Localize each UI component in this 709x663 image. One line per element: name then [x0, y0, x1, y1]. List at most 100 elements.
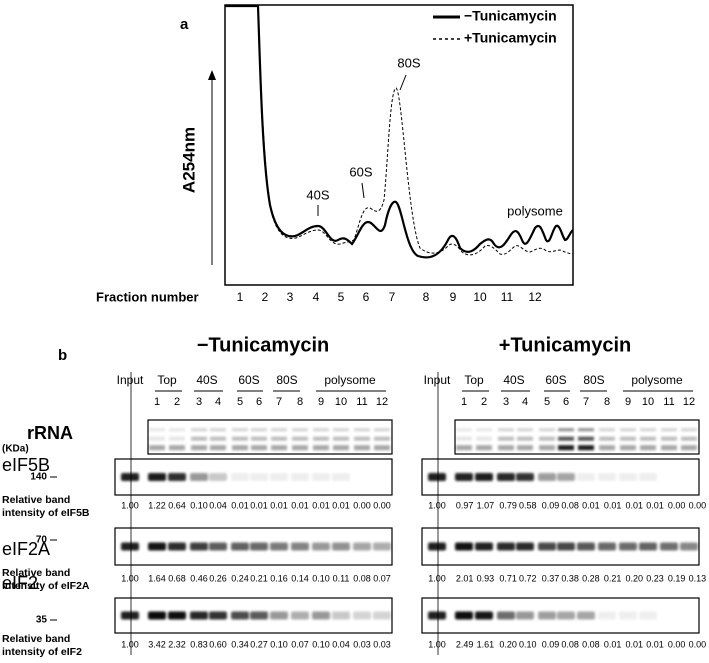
intensity-value: 0.08	[561, 500, 579, 510]
protein-band	[270, 542, 288, 551]
intensity-value: 0.00	[353, 500, 371, 510]
measure-label: Relative band	[2, 567, 70, 579]
fraction-number: 10	[642, 396, 654, 408]
intensity-value: 0.71	[499, 573, 517, 583]
blot-frame	[421, 527, 700, 566]
intensity-value: 0.28	[582, 573, 600, 583]
rrna-band	[498, 428, 514, 432]
rrna-band	[354, 428, 370, 432]
rrna-band	[620, 445, 636, 451]
protein-band	[455, 611, 473, 620]
protein-band	[209, 473, 227, 481]
intensity-value: 0.38	[561, 573, 579, 583]
legend-label: −Tunicamycin	[464, 8, 557, 24]
intensity-value: 0.10	[312, 573, 330, 583]
blot	[121, 542, 391, 551]
protein-band	[619, 542, 637, 551]
intensity-value: 0.01	[626, 639, 644, 649]
column-header: Input	[117, 373, 144, 387]
intensity-value: 1.00	[428, 639, 446, 649]
protein-band	[332, 473, 350, 481]
rrna-band	[517, 436, 533, 441]
condition-title: −Tunicamycin	[197, 334, 329, 356]
protein-band	[353, 611, 371, 620]
intensity-value: 0.01	[646, 639, 664, 649]
fraction-number: 4	[522, 396, 528, 408]
intensity-value: 0.58	[519, 500, 537, 510]
rrna-band	[498, 445, 514, 451]
row-label: eIF2A	[2, 539, 50, 559]
rrna-band	[333, 428, 349, 432]
column-header: Top	[464, 373, 484, 387]
intensity-value: 0.10	[270, 639, 288, 649]
peak-arrow	[399, 74, 407, 91]
rrna-band	[681, 428, 697, 432]
rrna-band	[232, 445, 248, 451]
rrna-band	[354, 436, 370, 441]
protein-band	[231, 611, 249, 620]
intensity-value: 0.00	[668, 500, 686, 510]
rrna-band	[599, 445, 615, 451]
rrna-band	[313, 428, 329, 432]
rrna-band	[292, 445, 308, 451]
protein-band	[121, 611, 139, 620]
blot-frame	[114, 458, 393, 496]
column-header: Top	[157, 373, 177, 387]
protein-band	[428, 611, 446, 620]
blot-frame	[454, 419, 700, 455]
protein-band	[332, 611, 350, 620]
intensity-value: 0.07	[373, 573, 391, 583]
intensity-value: 0.09	[542, 500, 560, 510]
protein-band	[231, 473, 249, 481]
intensity-value: 0.03	[373, 639, 391, 649]
blot	[428, 473, 657, 481]
intensity-value: 0.46	[190, 573, 208, 583]
protein-band	[577, 542, 595, 551]
fraction-number: 1	[461, 396, 467, 408]
intensity-value: 0.10	[190, 500, 208, 510]
protein-band	[497, 611, 515, 620]
protein-band	[455, 542, 473, 551]
intensity-value: 0.14	[291, 573, 309, 583]
measure-label: Relative band	[2, 633, 70, 645]
rrna-band	[169, 436, 185, 441]
intensity-value: 0.60	[209, 639, 227, 649]
fraction-number: 8	[297, 396, 303, 408]
rrna-band	[251, 436, 267, 441]
fraction-number: 7	[276, 396, 282, 408]
rrna-band	[599, 428, 615, 432]
fraction-number: 8	[604, 396, 610, 408]
column-header: 80S	[583, 373, 604, 387]
rrna-band	[333, 445, 349, 451]
rrna-band	[578, 445, 594, 451]
peak-label: 60S	[349, 164, 372, 179]
protein-band	[168, 542, 186, 551]
rrna-band	[374, 436, 390, 441]
blot-frame	[421, 458, 700, 496]
column-header: Input	[424, 373, 451, 387]
intensity-value: 0.83	[190, 639, 208, 649]
intensity-value: 0.20	[626, 573, 644, 583]
column-header: 60S	[238, 373, 259, 387]
protein-band	[639, 611, 657, 620]
protein-band	[577, 473, 595, 481]
intensity-value: 1.00	[428, 500, 446, 510]
protein-band	[121, 542, 139, 551]
protein-band	[312, 542, 330, 551]
protein-band	[190, 473, 208, 481]
fraction-number: 4	[215, 396, 221, 408]
protein-band	[619, 473, 637, 481]
protein-band	[639, 473, 657, 481]
protein-band	[538, 542, 556, 551]
blot-frame	[114, 527, 393, 566]
fraction-number: 11	[356, 396, 367, 408]
column-header: polysome	[631, 373, 683, 387]
blot-frame	[421, 597, 700, 634]
rrna-band	[191, 436, 207, 441]
protein-band	[148, 542, 166, 551]
blot-frame	[147, 419, 393, 455]
protein-band	[250, 473, 268, 481]
rrna-band	[271, 445, 287, 451]
column-header: polysome	[324, 373, 376, 387]
